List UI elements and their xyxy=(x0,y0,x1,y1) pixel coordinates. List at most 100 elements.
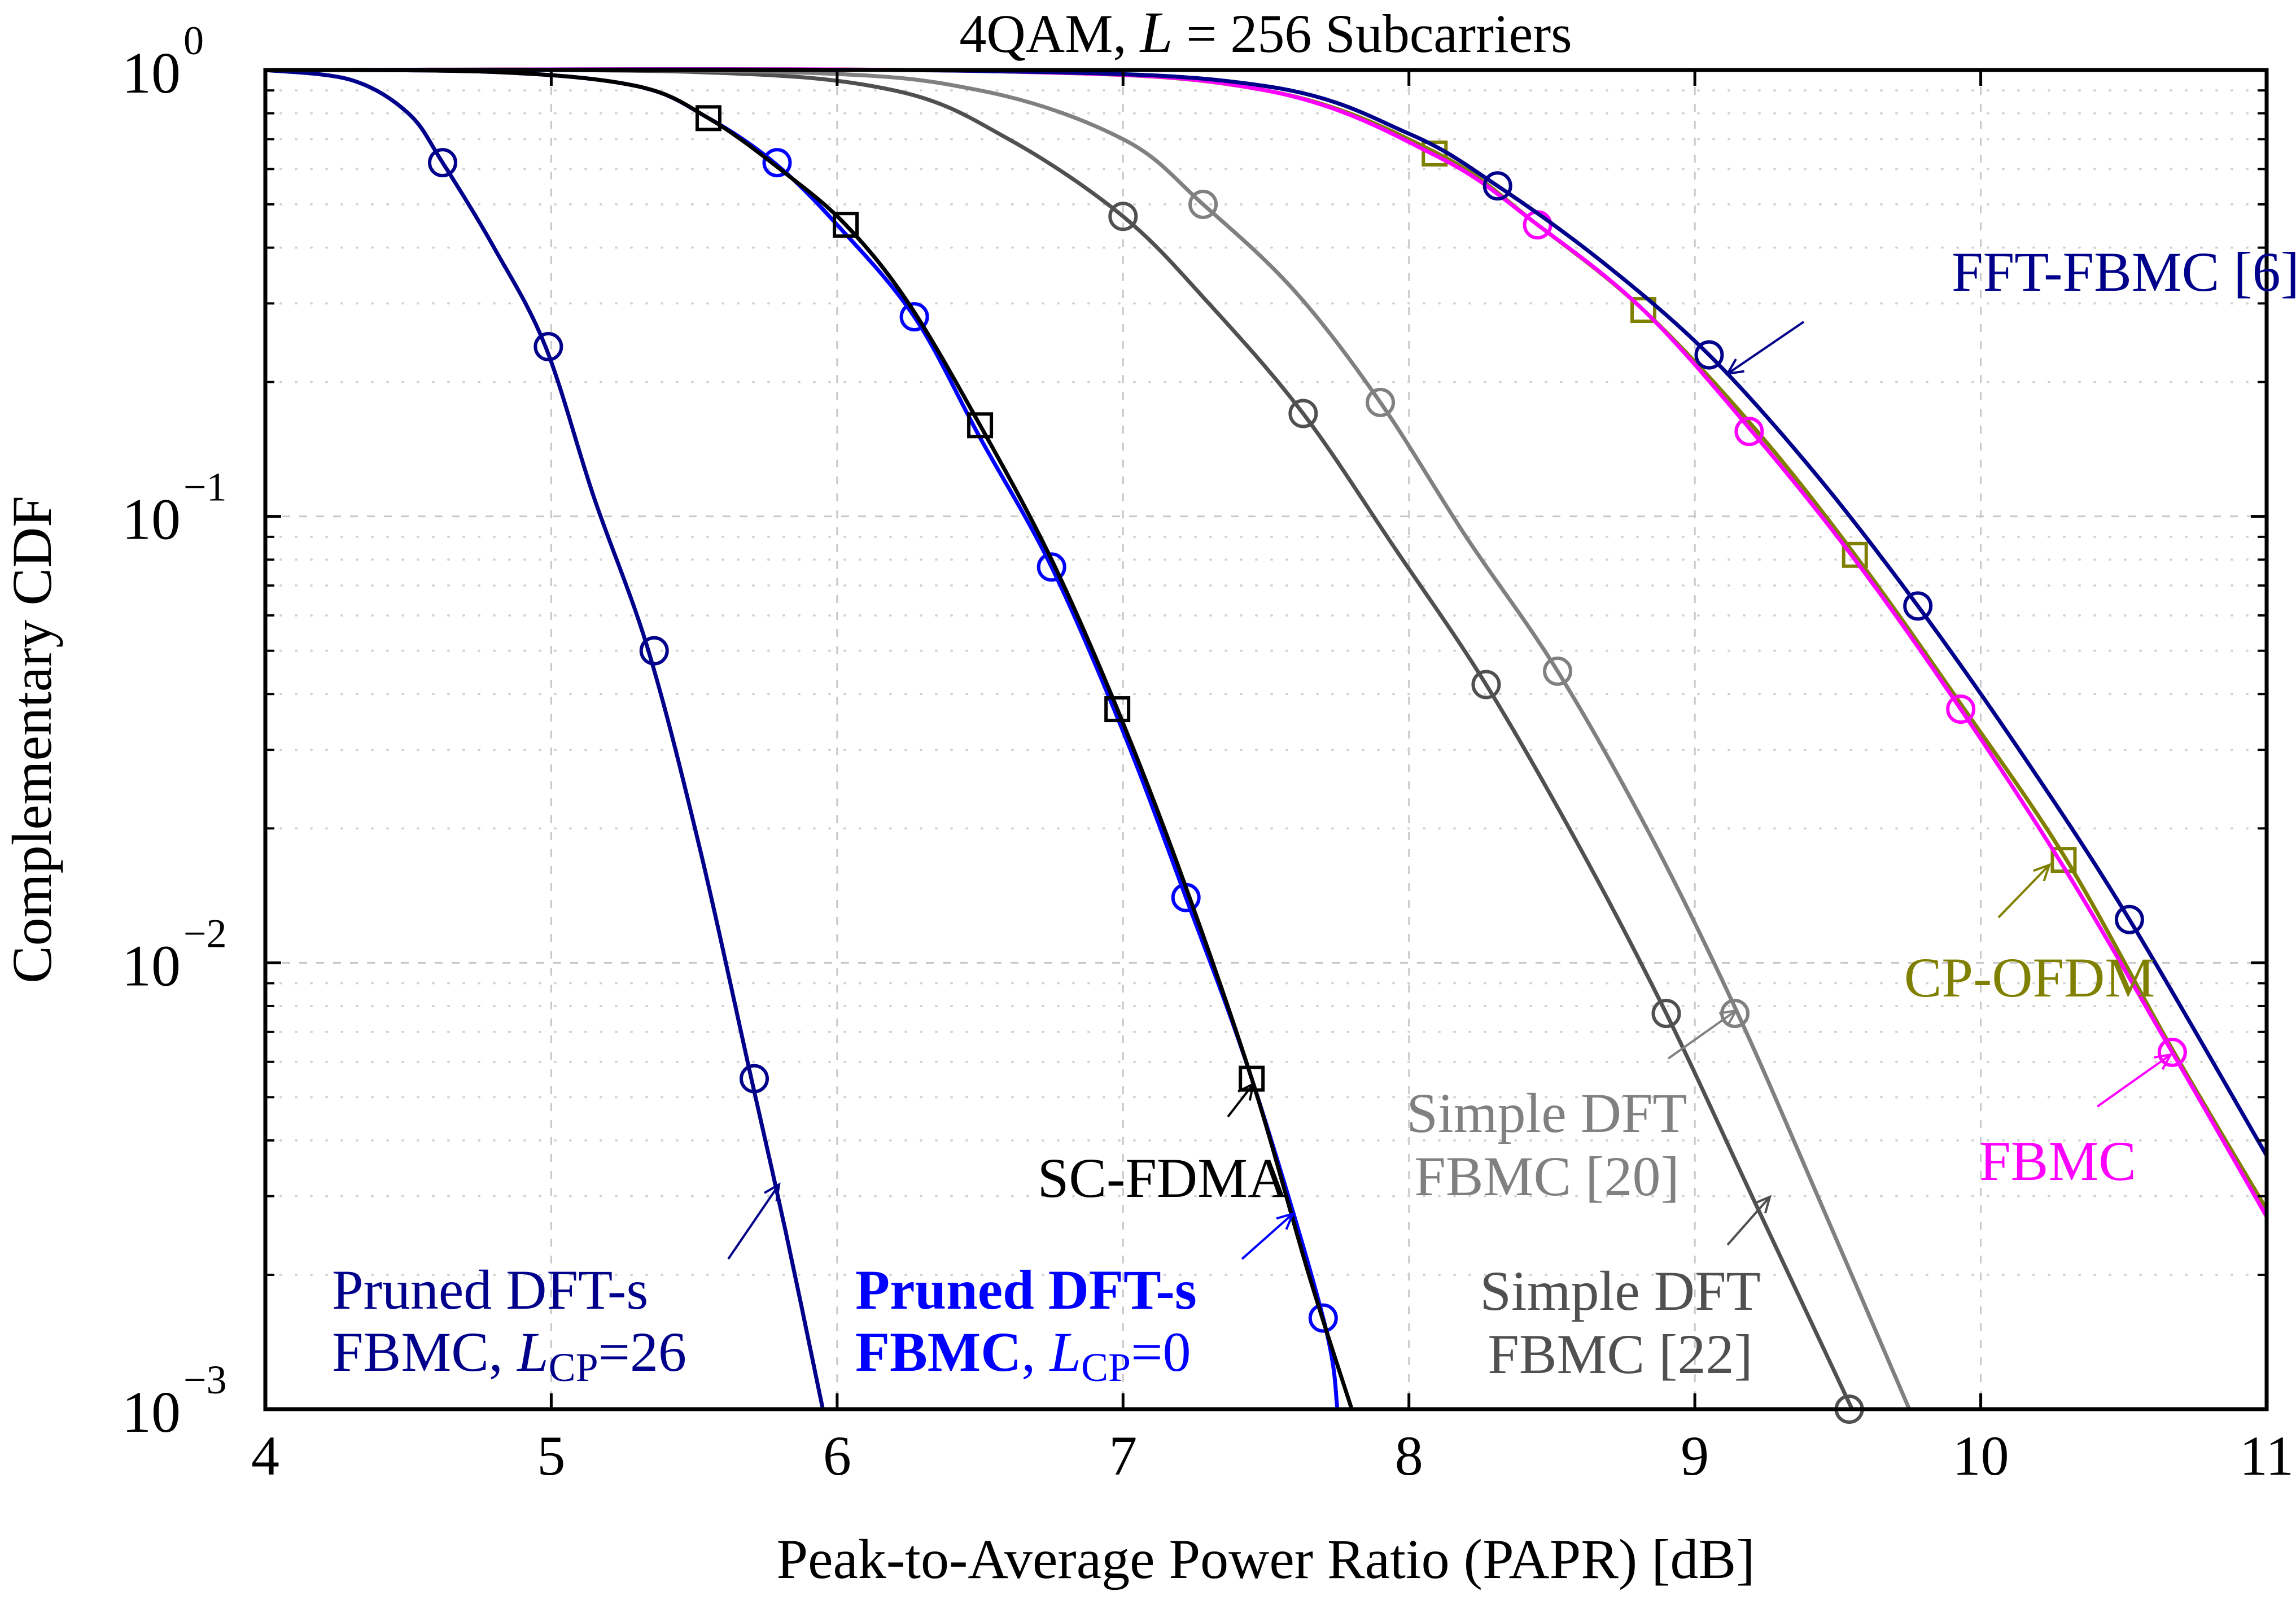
annotation-text-part: Pruned DFT-s xyxy=(332,1258,648,1321)
annotation-leader-line xyxy=(1726,1196,1771,1246)
title-part: L xyxy=(1139,0,1173,65)
annotation-text-part: Simple DFT xyxy=(1480,1260,1760,1322)
annotation-arrowhead xyxy=(1276,1212,1295,1230)
annotation-text-part: =26 xyxy=(598,1321,686,1383)
y-tick-label: 10 xyxy=(122,487,181,552)
circle-marker xyxy=(1651,999,1681,1029)
title-part: 4QAM, xyxy=(959,3,1140,64)
annotation-arrowhead xyxy=(2154,1053,2173,1070)
series-line xyxy=(265,68,1912,1410)
annotation-leader-line xyxy=(1241,1213,1294,1260)
annotation-text-part: Simple DFT xyxy=(1406,1082,1687,1144)
y-tick-exponent: −1 xyxy=(183,465,227,510)
chart-title: 4QAM, L = 256 Subcarriers xyxy=(959,0,1572,65)
annotation-text-part: =0 xyxy=(1131,1321,1191,1383)
title-part: = xyxy=(1173,3,1230,64)
annotation-arrowhead xyxy=(764,1182,781,1201)
x-tick-label: 9 xyxy=(1681,1424,1709,1487)
annotation-text-part: L xyxy=(1048,1321,1081,1383)
circle-marker xyxy=(1037,552,1066,582)
square-marker xyxy=(695,105,721,132)
circle-marker xyxy=(899,302,929,332)
annotation-text: Pruned DFT-s FBMC, LCP=0 xyxy=(855,1258,1197,1390)
circle-marker xyxy=(639,636,669,666)
annotation-text: Simple DFT FBMC [22] xyxy=(1480,1260,1760,1385)
circle-marker xyxy=(1734,417,1764,447)
y-tick-label: 10 xyxy=(122,933,181,998)
annotation-text: FFT-FBMC [6] xyxy=(1952,241,2296,303)
series-simple-dft-fbmc-20 xyxy=(265,68,1912,1410)
y-tick-label: 10 xyxy=(122,1380,181,1445)
plot-frame xyxy=(263,68,2269,1411)
circle-marker xyxy=(1903,591,1933,621)
annotation-fbmc: FBMC xyxy=(1979,1053,2173,1192)
y-axis-label: Complementary CDF xyxy=(1,496,63,983)
annotation-pruned-0: Pruned DFT-s FBMC, LCP=0 xyxy=(855,1212,1295,1390)
circle-marker xyxy=(1543,656,1573,686)
annotation-fft-fbmc: FFT-FBMC [6] xyxy=(1725,241,2296,375)
x-tick-label: 4 xyxy=(251,1424,279,1487)
square-marker xyxy=(1630,297,1656,324)
annotation-text-part: L xyxy=(516,1321,549,1383)
circle-marker xyxy=(2157,1037,2187,1067)
square-marker xyxy=(1104,696,1131,723)
circle-marker xyxy=(1108,202,1138,231)
annotation-text-part: , xyxy=(1021,1321,1049,1383)
annotation-text: Pruned DFT-s FBMC, LCP=26 xyxy=(332,1258,686,1390)
annotation-cp-ofdm: CP-OFDM xyxy=(1904,863,2155,1009)
x-tick-label: 8 xyxy=(1395,1424,1423,1487)
annotation-text-part: FBMC xyxy=(855,1321,1021,1383)
annotation-text-part: FBMC xyxy=(1979,1130,2136,1192)
annotation-layer: FFT-FBMC [6] CP-OFDM FBMC SC-FDMA Simple DFT… xyxy=(332,241,2296,1390)
annotation-text-part: FBMC [20] xyxy=(1414,1145,1680,1208)
square-marker xyxy=(2050,847,2077,873)
plot-area xyxy=(265,70,2267,1409)
annotation-arrowhead xyxy=(1725,359,1744,375)
annotation-text-part: CP xyxy=(1081,1345,1131,1390)
series-line xyxy=(265,68,1354,1410)
y-tick-exponent: 0 xyxy=(183,18,204,63)
annotation-arrowhead xyxy=(1237,1082,1255,1101)
x-axis-label: Peak-to-Average Power Ratio (PAPR) [dB] xyxy=(776,1528,1755,1590)
circle-marker xyxy=(1946,694,1976,724)
annotation-text-part: SC-FDMA xyxy=(1038,1147,1289,1209)
annotation-leader-line xyxy=(1726,321,1805,375)
annotation-sc-fdma: SC-FDMA xyxy=(1038,1082,1289,1209)
annotation-text-part: Pruned DFT-s xyxy=(855,1258,1197,1321)
annotation-text-part: FBMC [22] xyxy=(1488,1323,1753,1385)
annotation-arrowhead xyxy=(1719,1009,1738,1026)
annotation-text-part: FBMC, xyxy=(332,1321,517,1383)
square-marker xyxy=(967,412,994,439)
series-line xyxy=(265,68,825,1410)
x-tick-label: 6 xyxy=(823,1424,851,1487)
annotation-simple-dft-22: Simple DFT FBMC [22] xyxy=(1480,1195,1772,1385)
annotation-arrowhead xyxy=(2033,863,2052,882)
x-tick-label: 5 xyxy=(537,1424,565,1487)
annotation-leader-line xyxy=(1667,1009,1737,1060)
x-tick-label: 11 xyxy=(2240,1424,2294,1487)
annotation-leader-line xyxy=(727,1183,780,1260)
annotation-text: Simple DFT FBMC [20] xyxy=(1406,1082,1687,1208)
annotation-text: CP-OFDM xyxy=(1904,946,2155,1009)
annotation-text-part: FFT-FBMC [6] xyxy=(1952,241,2296,303)
circle-marker xyxy=(1308,1303,1338,1333)
annotation-pruned-26: Pruned DFT-s FBMC, LCP=26 xyxy=(332,1182,781,1390)
x-tick-label: 10 xyxy=(1953,1424,2009,1487)
circle-marker xyxy=(739,1064,769,1094)
circle-marker xyxy=(762,148,792,178)
y-tick-exponent: −2 xyxy=(183,911,227,956)
series-pruned-dft-s-fbmc-l-cp-26 xyxy=(265,68,825,1410)
circle-marker xyxy=(427,148,457,178)
annotation-arrowhead xyxy=(1753,1195,1772,1214)
annotation-text: FBMC xyxy=(1979,1130,2136,1192)
circle-marker xyxy=(533,332,563,362)
circle-marker xyxy=(1694,340,1724,370)
circle-marker xyxy=(1471,670,1501,700)
series-line xyxy=(265,68,1854,1410)
annotation-leader-line xyxy=(2096,1053,2172,1108)
annotation-text: SC-FDMA xyxy=(1038,1147,1289,1209)
square-marker xyxy=(833,212,859,238)
title-part: 256 xyxy=(1230,3,1311,64)
